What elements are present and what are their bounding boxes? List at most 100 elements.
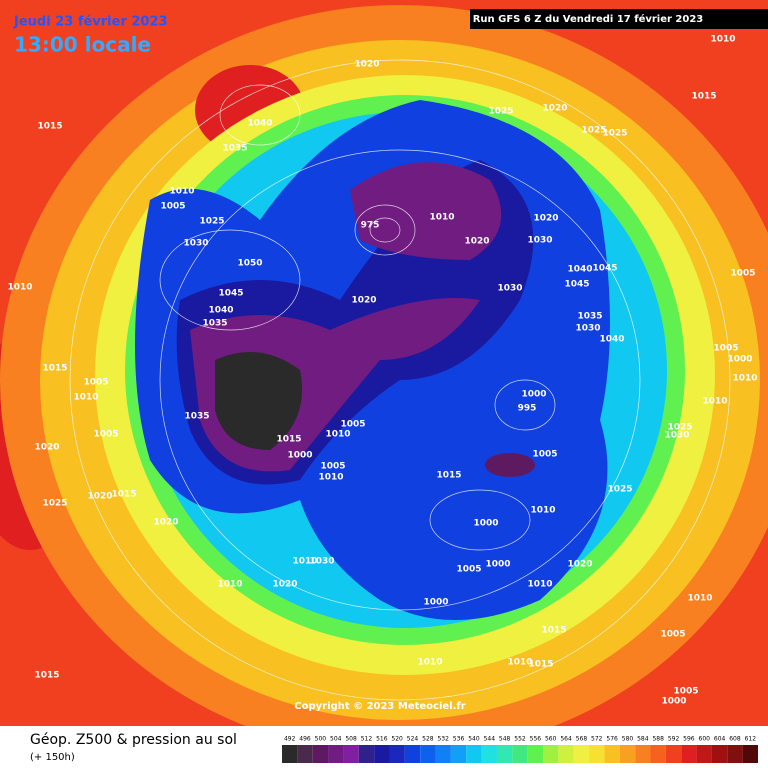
scale-cell	[573, 745, 590, 763]
isobar-label: 1010	[702, 397, 727, 407]
isobar-label: 1010	[318, 473, 343, 483]
isobar-label: 1025	[602, 129, 627, 139]
isobar-label: 1005	[340, 420, 365, 430]
footer-title: Géop. Z500 & pression au sol	[30, 732, 237, 748]
isobar-label: 1010	[429, 213, 454, 223]
isobar-label: 1000	[661, 697, 686, 707]
isobar-label: 1000	[287, 451, 312, 461]
scale-cell	[420, 745, 436, 763]
scale-cell	[543, 745, 559, 763]
scale-label: 564	[560, 736, 572, 743]
scale-cell	[727, 745, 743, 763]
time: 13:00 locale	[14, 33, 151, 57]
isobar-label: 1010	[687, 594, 712, 604]
isobar-label: 1010	[530, 506, 555, 516]
isobar-label: 1005	[713, 344, 738, 354]
isobar-label: 1040	[567, 265, 592, 275]
isobar-label: 1020	[533, 214, 558, 224]
isobar-label: 1030	[575, 324, 600, 334]
isobar-label: 1035	[222, 144, 247, 154]
lead-time: (+ 150h)	[30, 752, 75, 763]
isobar-label: 1025	[488, 107, 513, 117]
scale-cell	[343, 745, 359, 763]
scale-label: 528	[422, 736, 434, 743]
scale-cell	[619, 745, 636, 763]
scale-label: 584	[637, 736, 649, 743]
isobar-label: 1020	[153, 518, 178, 528]
scale-label: 536	[453, 736, 465, 743]
date: Jeudi 23 février 2023	[13, 15, 168, 30]
scale-label: 576	[606, 736, 618, 743]
isobar-label: 1025	[667, 423, 692, 433]
isobar-label: 1025	[42, 499, 67, 509]
color-scale: 492 496 500 504 508 512 516 520 524 528 532 536 540 5…	[282, 736, 758, 763]
scale-label: 556	[530, 736, 542, 743]
scale-cell	[282, 745, 298, 763]
scale-label: 540	[468, 736, 480, 743]
scale-cell	[374, 745, 390, 763]
scale-label: 512	[361, 736, 373, 743]
isobar-label: 1015	[34, 671, 59, 681]
isobar-label: 1010	[732, 374, 757, 384]
isobar-label: 1030	[664, 431, 689, 441]
isobar-label: 1020	[272, 580, 297, 590]
isobar-label: 1020	[567, 560, 592, 570]
scale-cell	[358, 745, 375, 763]
scale-cell	[650, 745, 666, 763]
scale-cell	[404, 745, 421, 763]
scale-label: 600	[699, 736, 711, 743]
isobar-label: 1010	[417, 658, 442, 668]
isobar-label: 1005	[660, 630, 685, 640]
scale-cell	[665, 745, 682, 763]
isobar-label: 1005	[673, 687, 698, 697]
isobar-label: 1015	[111, 490, 136, 500]
scale-cell	[711, 745, 728, 763]
isobar-label: 1030	[497, 284, 522, 294]
scale-label: 532	[437, 736, 449, 743]
scale-label: 524	[407, 736, 419, 743]
scale-label: 596	[683, 736, 695, 743]
isobar-label: 1010	[710, 35, 735, 45]
isobar-label: 1035	[577, 312, 602, 322]
isobar-label: 1040	[247, 119, 272, 129]
isobar-label: 1050	[237, 259, 262, 269]
scale-cell	[635, 745, 651, 763]
scale-label: 572	[591, 736, 603, 743]
isobar-label: 1020	[34, 443, 59, 453]
scale-label: 504	[330, 736, 342, 743]
isobar-label: 975	[361, 221, 380, 231]
scale-label: 560	[545, 736, 557, 743]
isobar-label: 1000	[485, 560, 510, 570]
isobar-label: 1020	[87, 492, 112, 502]
isobar-label: 1010	[7, 283, 32, 293]
isobar-label: 1000	[727, 355, 752, 365]
isobar-label: 1015	[37, 122, 62, 132]
scale-label: 492	[284, 736, 296, 743]
copyright: Copyright © 2023 Meteociel.fr	[294, 701, 465, 712]
scale-label: 552	[514, 736, 526, 743]
isobar-label: 1005	[83, 378, 108, 388]
scale-cell	[589, 745, 605, 763]
scale-cell	[496, 745, 513, 763]
isobar-label: 1010	[507, 658, 532, 668]
scale-label: 544	[484, 736, 496, 743]
scale-label: 508	[345, 736, 357, 743]
isobar-label: 1005	[532, 450, 557, 460]
isobar-label: 1025	[581, 126, 606, 136]
isobar-label: 1030	[309, 557, 334, 567]
scale-label: 516	[376, 736, 388, 743]
scale-cell	[481, 745, 497, 763]
scale-cell	[328, 745, 344, 763]
isobar-label: 1000	[473, 519, 498, 529]
isobar-label: 1040	[208, 306, 233, 316]
isobar-label: 1025	[199, 217, 224, 227]
isobar-label: 1015	[528, 660, 553, 670]
scale-cell	[558, 745, 574, 763]
isobar-label: 1015	[276, 435, 301, 445]
scale-label: 612	[745, 736, 757, 743]
scale-cell	[681, 745, 697, 763]
scale-cell	[450, 745, 467, 763]
isobar-label: 1005	[456, 565, 481, 575]
